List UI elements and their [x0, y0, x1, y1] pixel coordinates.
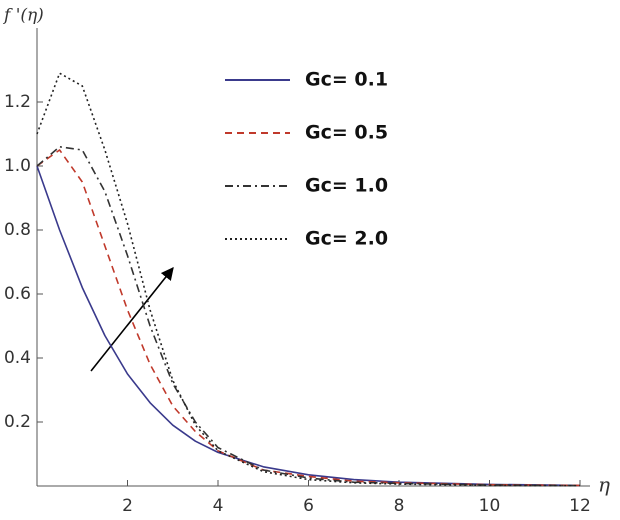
y-tick-label: 0.2 — [4, 412, 31, 432]
x-tick-label: 2 — [122, 496, 133, 516]
y-tick-label: 0.8 — [4, 220, 31, 240]
legend-label: Gc= 0.5 — [305, 122, 388, 144]
x-tick-label: 12 — [569, 496, 591, 516]
series-line — [36, 146, 581, 487]
y-tick-label: 0.4 — [4, 348, 31, 368]
y-tick-label: 1.2 — [4, 92, 31, 112]
legend-label: Gc= 1.0 — [305, 175, 388, 197]
x-tick-label: 6 — [303, 496, 314, 516]
legend-label: Gc= 0.1 — [305, 69, 388, 91]
legend-label: Gc= 2.0 — [305, 228, 388, 250]
y-tick-label: 0.6 — [4, 284, 31, 304]
trend-arrow — [90, 266, 174, 372]
x-axis-label: η — [598, 473, 610, 497]
y-axis-label: f '(η) — [2, 6, 44, 26]
x-tick-label: 10 — [479, 496, 501, 516]
x-tick-label: 4 — [213, 496, 224, 516]
series-line — [36, 149, 581, 487]
x-tick-label: 8 — [394, 496, 405, 516]
y-tick-label: 1.0 — [4, 156, 31, 176]
series-line — [36, 165, 581, 487]
